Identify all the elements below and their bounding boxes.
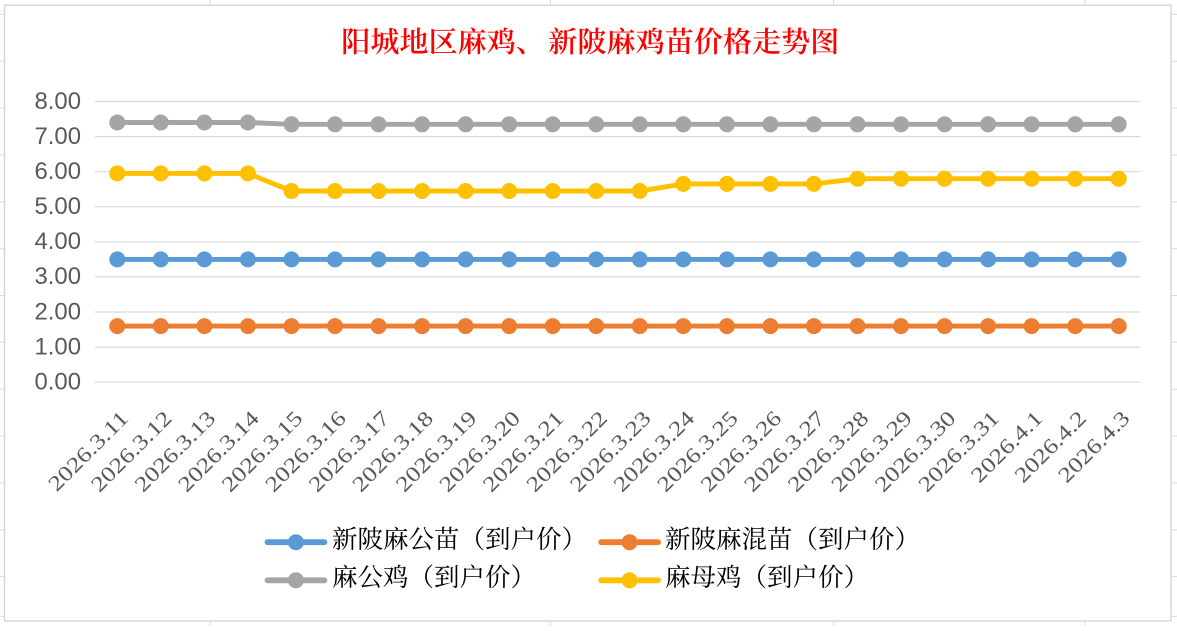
svg-text:3.00: 3.00: [35, 263, 82, 290]
svg-text:1.00: 1.00: [35, 333, 82, 360]
svg-text:5.00: 5.00: [35, 193, 82, 220]
svg-text:2.00: 2.00: [35, 298, 82, 325]
svg-text:7.00: 7.00: [35, 123, 82, 150]
svg-text:0.00: 0.00: [35, 369, 82, 396]
svg-text:6.00: 6.00: [35, 158, 82, 185]
svg-text:4.00: 4.00: [35, 228, 82, 255]
svg-text:8.00: 8.00: [35, 88, 82, 115]
